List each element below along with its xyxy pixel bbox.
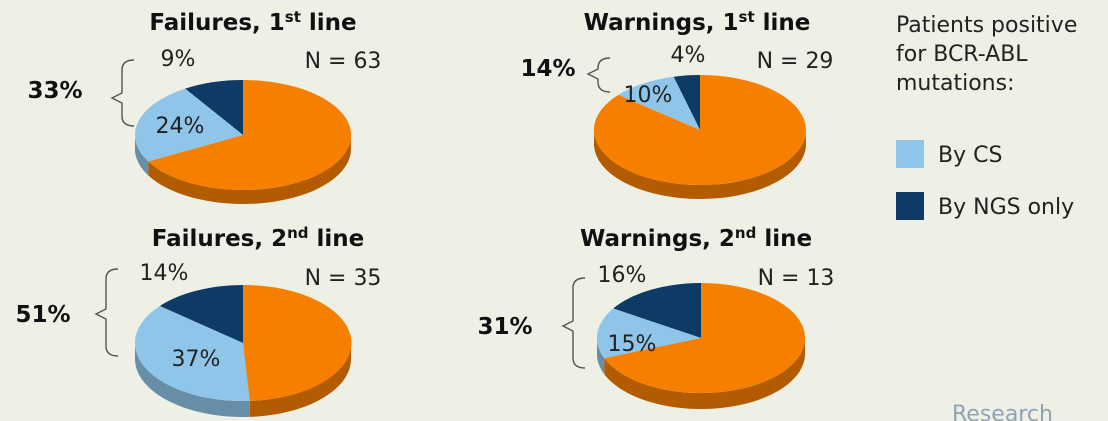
pie-slice-by-cs [134, 306, 250, 402]
pie-slice-by-cs-side [597, 338, 605, 375]
pie-chart-2: Warnings, 1st line N = 29 4% 10% 14% [520, 8, 833, 199]
n-label: N = 13 [758, 266, 835, 291]
total-bracket [586, 57, 611, 93]
chart-title: Warnings, 1st line [584, 8, 811, 36]
pie-slice-other [593, 75, 806, 185]
pie-chart-4: Warnings, 2nd line N = 13 16% 15% 31% [477, 224, 834, 409]
slice-label-cs: 37% [172, 347, 221, 372]
pie-slice-other-side [148, 137, 351, 204]
chart-title: Warnings, 2nd line [580, 224, 812, 252]
pie-slice-by-cs [597, 308, 701, 359]
pie-slice-by-cs-side [135, 343, 250, 417]
legend-heading-line-3: mutations: [896, 71, 1015, 96]
legend-label-by-ngs-only: By NGS only [938, 195, 1074, 220]
pie-slice-by-ngs-only [185, 80, 243, 135]
slice-label-cs: 15% [608, 332, 657, 357]
legend-label-by-cs: By CS [938, 143, 1002, 168]
total-bracket [561, 277, 586, 369]
pie-slice-by-ngs-only [159, 285, 243, 343]
chart-title: Failures, 2nd line [152, 224, 365, 252]
pie-slice-by-cs-side [135, 135, 149, 176]
pie-slice-other [604, 283, 806, 393]
total-bracket [94, 268, 119, 357]
n-label: N = 35 [305, 266, 382, 291]
slice-label-ngs: 16% [598, 263, 647, 288]
slice-label-ngs: 9% [161, 47, 196, 72]
legend: Patients positive for BCR-ABL mutations:… [896, 13, 1077, 220]
slice-label-ngs: 4% [671, 43, 706, 68]
pie-chart-1: Failures, 1st line N = 63 9% 24% 33% [27, 8, 381, 204]
pie-slice-by-cs [135, 88, 243, 162]
pie-slice-other [243, 284, 352, 401]
pie-charts: Failures, 1st line N = 63 9% 24% 33% Warnings… [15, 8, 834, 417]
slice-label-cs: 24% [156, 114, 205, 139]
pie-slice-other-side [604, 339, 805, 409]
total-percent-label: 51% [15, 302, 70, 328]
pie-slice-other-side [594, 131, 806, 199]
total-percent-label: 14% [520, 56, 575, 82]
chart-title: Failures, 1st line [149, 8, 356, 36]
slice-label-cs: 10% [624, 83, 673, 108]
legend-heading-line-1: Patients positive [896, 13, 1077, 38]
legend-swatch-by-cs [896, 140, 924, 168]
pie-slice-other [148, 79, 352, 190]
total-percent-label: 33% [27, 78, 82, 104]
legend-heading-line-2: for BCR-ABL [896, 42, 1028, 67]
total-percent-label: 31% [477, 314, 532, 340]
pie-slice-by-ngs-only [673, 74, 700, 130]
pie-slice-by-ngs-only [613, 283, 701, 338]
footer-watermark-text: Research [952, 402, 1053, 421]
legend-swatch-by-ngs-only [896, 192, 924, 220]
pie-slice-by-cs [618, 76, 700, 130]
n-label: N = 29 [757, 49, 834, 74]
pie-slice-other-side [249, 344, 351, 417]
total-bracket [110, 59, 135, 127]
pie-chart-3: Failures, 2nd line N = 35 14% 37% 51% [15, 224, 381, 417]
n-label: N = 63 [305, 49, 382, 74]
slice-label-ngs: 14% [140, 261, 189, 286]
